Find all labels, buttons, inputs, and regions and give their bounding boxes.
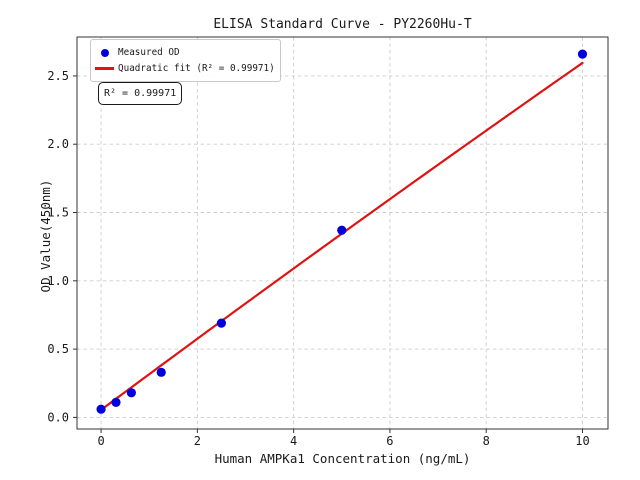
- legend-entry-measured-od: Measured OD: [95, 45, 275, 60]
- quadratic-fit-line-icon: [95, 67, 114, 70]
- y-tick-label: 1.0: [47, 274, 69, 288]
- legend: Measured OD Quadratic fit (R² = 0.99971): [90, 39, 281, 82]
- data-point: [126, 388, 136, 398]
- y-tick-label: 2.0: [47, 137, 69, 151]
- y-tick-label: 2.5: [47, 69, 69, 83]
- y-tick-label: 0.0: [47, 410, 69, 424]
- r-squared-annotation: R² = 0.99971: [98, 82, 183, 105]
- x-tick-label: 8: [483, 434, 490, 448]
- x-tick-label: 10: [575, 434, 589, 448]
- x-axis-label: Human AMPKa1 Concentration (ng/mL): [214, 451, 471, 466]
- legend-label-quadratic-fit: Quadratic fit (R² = 0.99971): [118, 63, 275, 74]
- data-point: [577, 49, 588, 59]
- y-axis-label: OD Value(450nm): [38, 179, 53, 293]
- data-point: [156, 367, 166, 377]
- data-point: [216, 318, 227, 328]
- x-tick-label: 0: [97, 434, 104, 448]
- legend-entry-quadratic-fit: Quadratic fit (R² = 0.99971): [95, 61, 275, 76]
- y-tick-label: 1.5: [47, 206, 69, 220]
- data-point: [96, 404, 106, 414]
- x-tick-label: 6: [386, 434, 393, 448]
- quadratic-fit-marker-handle: [95, 67, 114, 70]
- y-tick-label: 0.5: [47, 342, 69, 356]
- x-tick-label: 4: [290, 434, 297, 448]
- quadratic-fit-line: [99, 61, 584, 411]
- data-point: [111, 397, 121, 407]
- measured-od-marker-handle: [95, 48, 114, 57]
- measured-od-dot-icon: [100, 48, 109, 57]
- data-point: [337, 225, 347, 235]
- chart-title: ELISA Standard Curve - PY2260Hu-T: [213, 17, 472, 32]
- x-tick-label: 2: [194, 434, 201, 448]
- legend-label-measured-od: Measured OD: [118, 47, 180, 58]
- axes-spines: [76, 36, 609, 430]
